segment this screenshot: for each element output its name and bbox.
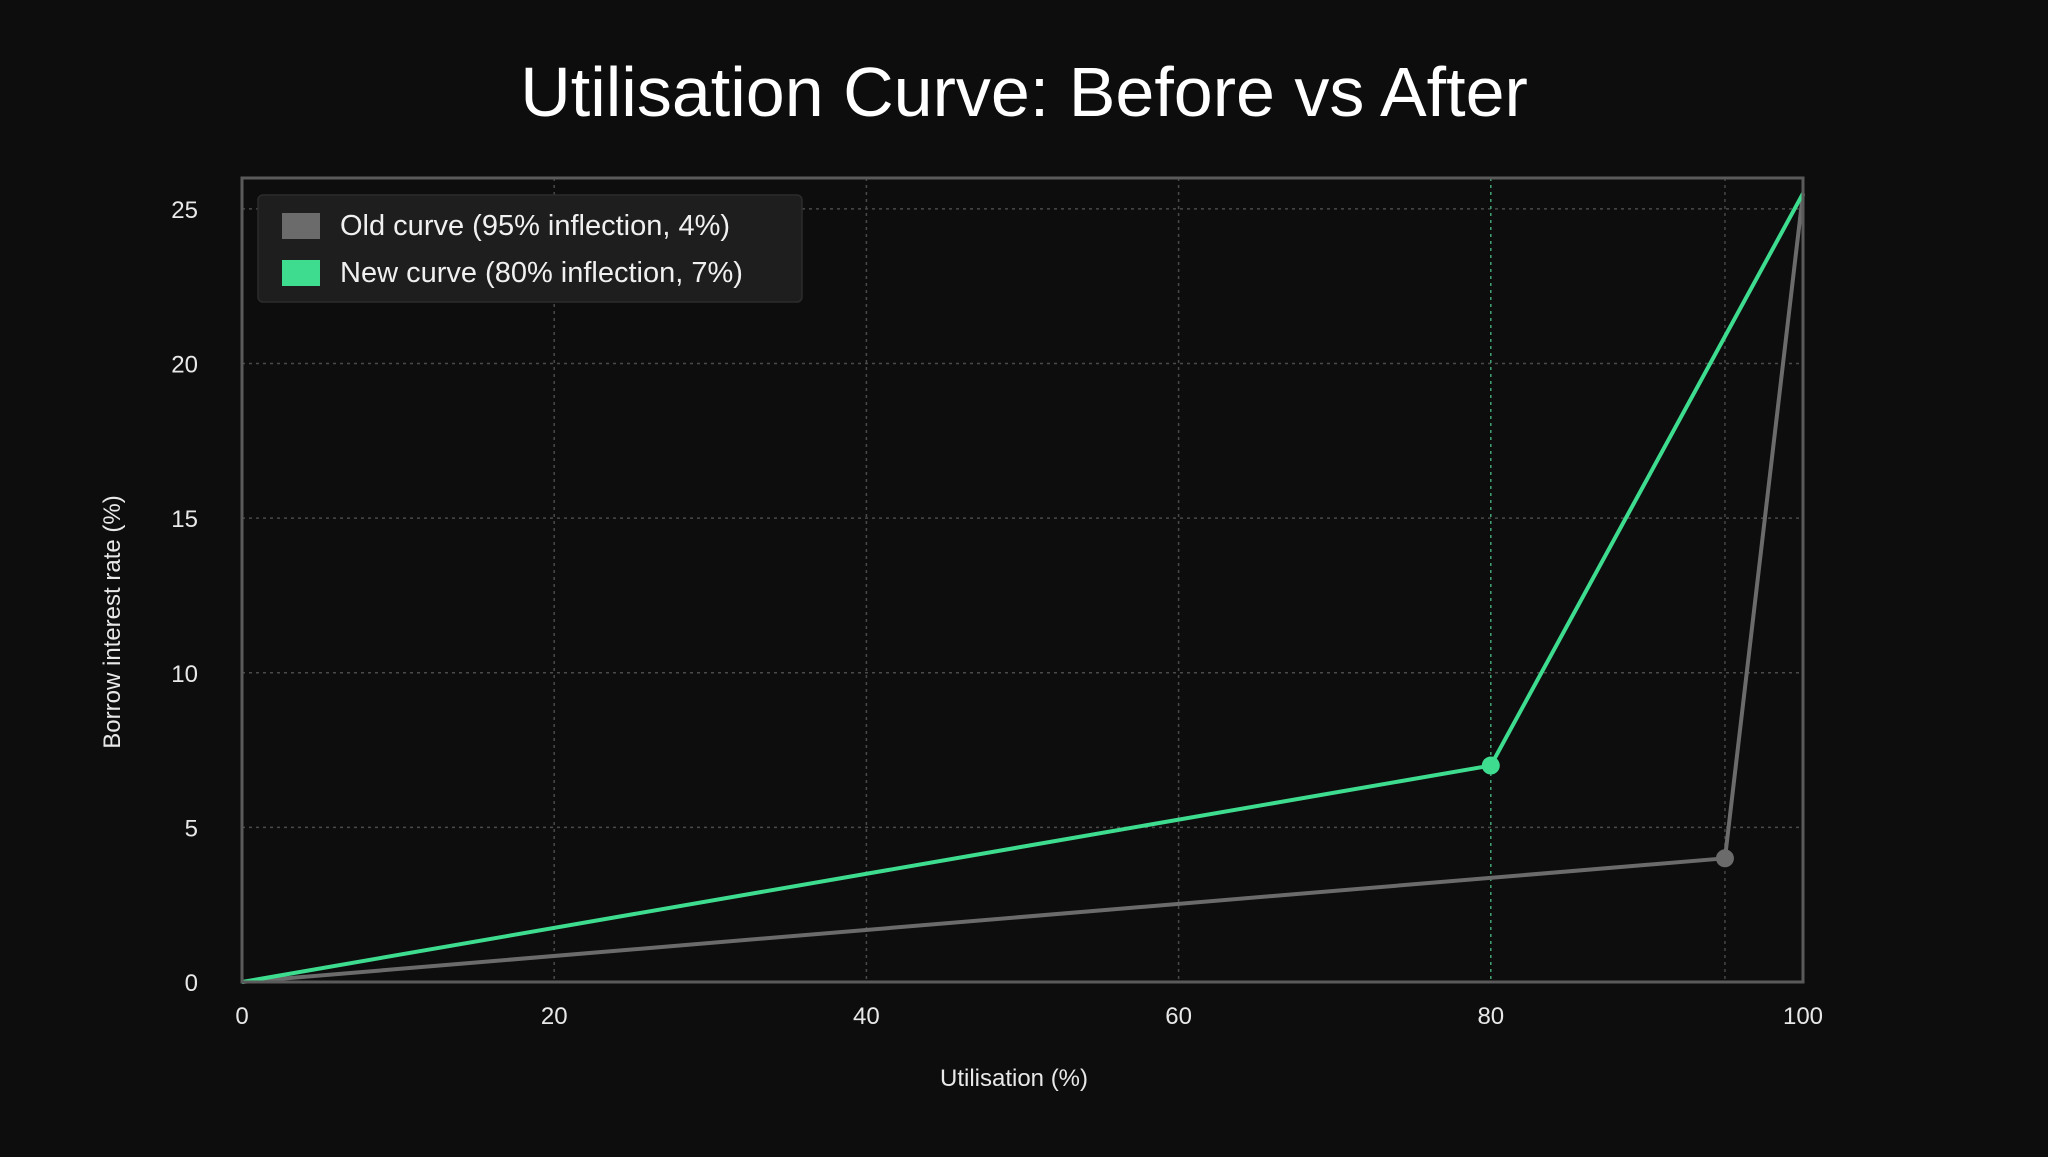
tick-layer: 0 20 40 60 80 100 0 5 10 15 20 25: [171, 197, 1823, 1030]
x-axis-label: Utilisation (%): [940, 1065, 1088, 1092]
legend-label: New curve (80% inflection, 7%): [340, 257, 743, 289]
legend-box: [257, 194, 803, 303]
x-tick-label: 60: [1165, 1003, 1192, 1030]
y-tick-label: 5: [185, 815, 198, 842]
y-tick-label: 10: [171, 661, 198, 688]
legend-label: Old curve (95% inflection, 4%): [340, 210, 730, 242]
inflection-point: [1715, 849, 1734, 868]
x-tick-label: 80: [1477, 1003, 1504, 1030]
legend-swatch: [282, 213, 320, 239]
legend: Old curve (95% inflection, 4%) New curve …: [257, 194, 803, 303]
chart-title: Utilisation Curve: Before vs After: [520, 53, 1528, 131]
y-tick-label: 15: [171, 506, 198, 533]
x-tick-label: 100: [1783, 1003, 1823, 1030]
series-layer: [241, 192, 1805, 984]
legend-swatch: [282, 260, 320, 286]
x-tick-label: 40: [853, 1003, 880, 1030]
y-axis-label: Borrow interest rate (%): [99, 495, 126, 748]
inflection-point: [1481, 756, 1500, 775]
x-tick-label: 0: [235, 1003, 248, 1030]
series-line: [241, 193, 1805, 984]
y-tick-label: 25: [171, 197, 198, 224]
plot-frame: [240, 176, 1805, 984]
y-tick-label: 0: [185, 970, 198, 997]
x-tick-label: 20: [541, 1003, 568, 1030]
series-line: [241, 192, 1805, 984]
y-tick-label: 20: [171, 352, 198, 379]
